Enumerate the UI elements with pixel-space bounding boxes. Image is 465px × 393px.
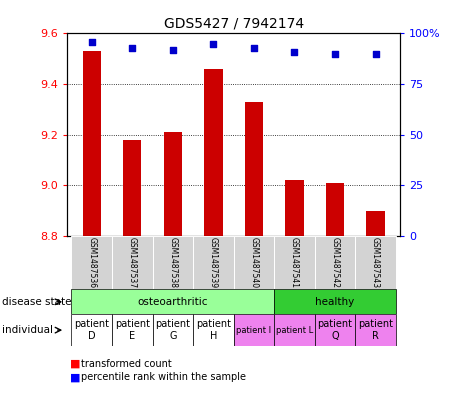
Bar [153, 314, 193, 346]
Bar [153, 236, 193, 289]
Text: disease state: disease state [2, 297, 72, 307]
Bar [72, 236, 112, 289]
Text: patient
H: patient H [196, 320, 231, 341]
Bar [123, 140, 141, 236]
Text: ■: ■ [70, 372, 80, 382]
Bar [274, 289, 396, 314]
Bar [233, 314, 274, 346]
Bar [164, 132, 182, 236]
Text: ■: ■ [70, 358, 80, 369]
Bar [366, 211, 385, 236]
Bar [274, 236, 315, 289]
Text: GSM1487542: GSM1487542 [331, 237, 339, 288]
Text: GSM1487539: GSM1487539 [209, 237, 218, 288]
Bar [315, 314, 355, 346]
Bar [83, 51, 101, 236]
Text: patient
D: patient D [74, 320, 109, 341]
Text: patient L: patient L [276, 326, 313, 334]
Bar [193, 314, 233, 346]
Bar [274, 314, 315, 346]
Point [250, 44, 258, 51]
Text: osteoarthritic: osteoarthritic [138, 297, 208, 307]
Text: percentile rank within the sample: percentile rank within the sample [81, 372, 246, 382]
Bar [355, 236, 396, 289]
Bar [326, 183, 344, 236]
Text: patient
G: patient G [155, 320, 190, 341]
Point [291, 48, 298, 55]
Bar [286, 180, 304, 236]
Text: patient
E: patient E [115, 320, 150, 341]
Bar [315, 236, 355, 289]
Bar [355, 314, 396, 346]
Point [169, 46, 177, 53]
Bar [112, 314, 153, 346]
Bar [204, 69, 223, 236]
Point [331, 51, 339, 57]
Text: GSM1487538: GSM1487538 [168, 237, 177, 288]
Point [129, 44, 136, 51]
Text: GSM1487537: GSM1487537 [128, 237, 137, 288]
Bar [72, 314, 112, 346]
Point [372, 51, 379, 57]
Point [88, 39, 95, 45]
Text: individual: individual [2, 325, 53, 335]
Text: transformed count: transformed count [81, 358, 172, 369]
Text: healthy: healthy [315, 297, 355, 307]
Bar [233, 236, 274, 289]
Bar [72, 289, 274, 314]
Text: patient I: patient I [236, 326, 272, 334]
Text: patient
Q: patient Q [318, 320, 352, 341]
Point [210, 40, 217, 47]
Text: GSM1487543: GSM1487543 [371, 237, 380, 288]
Title: GDS5427 / 7942174: GDS5427 / 7942174 [164, 17, 304, 31]
Text: patient
R: patient R [358, 320, 393, 341]
Text: GSM1487541: GSM1487541 [290, 237, 299, 288]
Bar [112, 236, 153, 289]
Text: GSM1487540: GSM1487540 [249, 237, 259, 288]
Text: GSM1487536: GSM1487536 [87, 237, 96, 288]
Bar [245, 102, 263, 236]
Bar [193, 236, 233, 289]
